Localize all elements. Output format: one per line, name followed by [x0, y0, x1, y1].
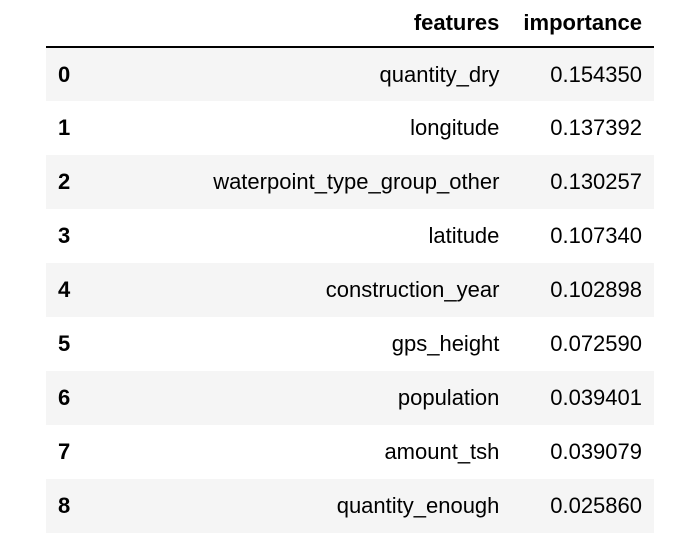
table-header: features importance — [46, 0, 654, 48]
feature-cell: construction_year — [325, 277, 500, 302]
importance-cell: 0.039079 — [550, 439, 642, 464]
row-index: 3 — [58, 223, 71, 248]
table-row: 8 quantity_enough 0.025860 — [46, 479, 654, 533]
table-row: 3 latitude 0.107340 — [46, 209, 654, 263]
feature-cell: quantity_enough — [336, 493, 500, 518]
row-index: 6 — [58, 385, 71, 410]
header-features: features — [110, 0, 512, 48]
row-index: 2 — [58, 169, 71, 194]
feature-cell: latitude — [428, 223, 500, 248]
row-index: 5 — [58, 331, 71, 356]
importance-cell: 0.154350 — [550, 61, 642, 87]
feature-cell: gps_height — [391, 331, 500, 356]
row-index: 8 — [58, 493, 71, 518]
table-row: 4 construction_year 0.102898 — [46, 263, 654, 317]
table-row: 6 population 0.039401 — [46, 371, 654, 425]
importance-cell: 0.025860 — [550, 493, 642, 518]
table-row: 0 quantity_dry 0.154350 — [46, 47, 654, 101]
importance-cell: 0.137392 — [550, 115, 642, 140]
header-index — [46, 0, 110, 48]
table-row: 1 longitude 0.137392 — [46, 101, 654, 155]
table-body: 0 quantity_dry 0.154350 1 longitude 0.13… — [46, 47, 654, 533]
row-index: 0 — [58, 61, 71, 87]
feature-cell: waterpoint_type_group_other — [213, 169, 500, 194]
importance-cell: 0.130257 — [550, 169, 642, 194]
feature-cell: quantity_dry — [379, 61, 500, 87]
feature-cell: longitude — [410, 115, 500, 140]
importance-cell: 0.107340 — [550, 223, 642, 248]
header-row: features importance — [46, 0, 654, 48]
row-index: 4 — [58, 277, 71, 302]
importance-cell: 0.072590 — [550, 331, 642, 356]
table-row: 2 waterpoint_type_group_other 0.130257 — [46, 155, 654, 209]
row-index: 7 — [58, 439, 71, 464]
row-index: 1 — [58, 115, 71, 140]
feature-cell: amount_tsh — [384, 439, 500, 464]
feature-cell: population — [397, 385, 500, 410]
table-row: 5 gps_height 0.072590 — [46, 317, 654, 371]
header-importance: importance — [511, 0, 654, 48]
importance-cell: 0.039401 — [550, 385, 642, 410]
dataframe-table: features importance 0 quantity_dry 0.154… — [46, 0, 654, 533]
importance-cell: 0.102898 — [550, 277, 642, 302]
table-row: 7 amount_tsh 0.039079 — [46, 425, 654, 479]
